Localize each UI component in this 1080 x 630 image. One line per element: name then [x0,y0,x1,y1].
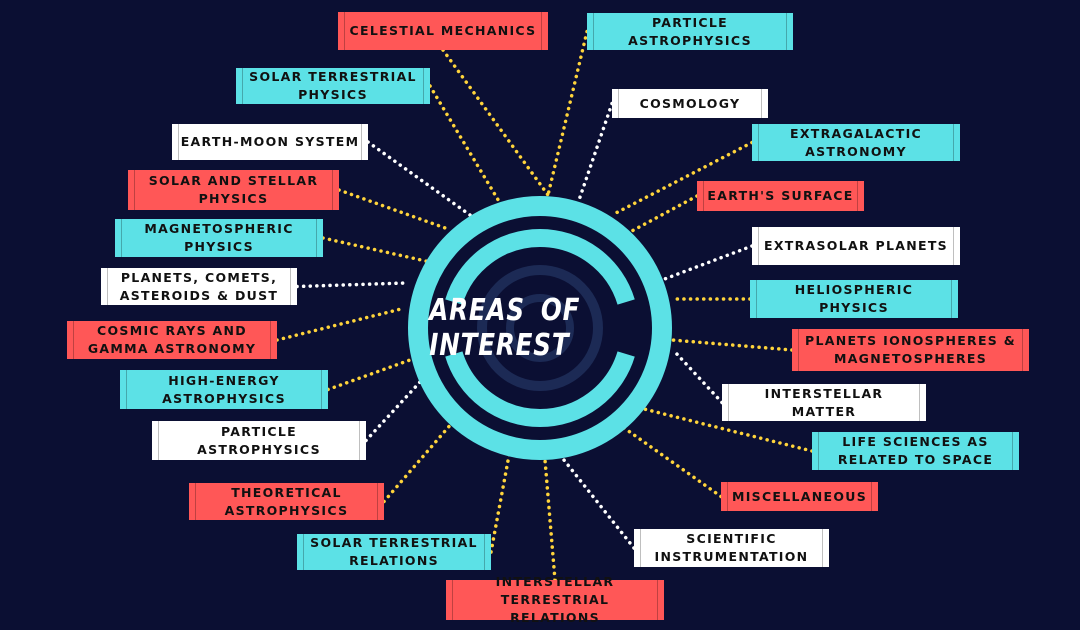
topic-label-text: HELIOSPHERIC PHYSICS [794,282,914,315]
topic-label-text: HIGH-ENERGY ASTROPHYSICS [162,372,286,406]
topic-label-text: EARTH'S SURFACE [707,188,854,203]
topic-label-scientific-instrumentation: SCIENTIFIC INSTRUMENTATION [634,529,829,567]
topic-label-solar-and-stellar-physics: SOLAR AND STELLAR PHYSICS [128,170,339,210]
connector-interstellar-terrestrial-relations [543,458,557,582]
connector-particle-astrophysics-top [546,29,589,197]
connector-solar-terrestrial-physics [428,84,502,205]
topic-label-text: SOLAR TERRESTRIAL PHYSICS [249,69,417,102]
connector-solar-and-stellar-physics [337,188,450,231]
connector-interstellar-matter [673,350,724,405]
topic-label-text: CELESTIAL MECHANICS [349,23,537,38]
connector-solar-terrestrial-relations [489,448,512,554]
diagram-title: AREAS OF INTEREST [429,293,581,363]
topic-label-miscellaneous: MISCELLANEOUS [721,482,878,511]
topic-label-cosmic-rays-gamma-astronomy: COSMIC RAYS AND GAMMA ASTRONOMY [67,321,277,359]
topic-label-text: PARTICLE ASTROPHYSICS [197,423,321,457]
core-ring [506,294,574,362]
topic-label-solar-terrestrial-relations: SOLAR TERRESTRIAL RELATIONS [297,534,491,570]
topic-label-text: THEORETICAL ASTROPHYSICS [224,484,349,518]
connector-earths-surface [628,194,699,234]
topic-label-theoretical-astrophysics: THEORETICAL ASTROPHYSICS [189,483,384,520]
topic-label-high-energy-astrophysics: HIGH-ENERGY ASTROPHYSICS [120,370,328,409]
topic-label-text: PARTICLE ASTROPHYSICS [628,14,752,48]
connector-cosmology [576,101,614,205]
topic-label-text: INTERSTELLAR TERRESTRIAL RELATIONS [495,574,615,625]
topic-label-solar-terrestrial-physics: SOLAR TERRESTRIAL PHYSICS [236,68,430,104]
topic-label-magnetospheric-physics: MAGNETOSPHERIC PHYSICS [115,219,323,257]
connector-lines [275,29,814,582]
topic-label-heliospheric-physics: HELIOSPHERIC PHYSICS [750,280,958,318]
topic-label-text: PLANETS IONOSPHERES & MAGNETOSPHERES [805,333,1016,366]
topic-label-earths-surface: EARTH'S SURFACE [697,181,864,211]
connector-celestial-mechanics [441,48,550,197]
topic-label-interstellar-terrestrial-relations: INTERSTELLAR TERRESTRIAL RELATIONS [446,574,664,625]
topic-label-text: EXTRAGALACTIC ASTRONOMY [790,125,922,159]
connector-magnetospheric-physics [321,236,432,264]
topic-label-extragalactic-astronomy: EXTRAGALACTIC ASTRONOMY [752,124,960,161]
connector-high-energy-astrophysics [326,358,412,392]
middle-ring-segment [445,229,635,305]
topic-label-earth-moon-system: EARTH-MOON SYSTEM [172,124,368,160]
topic-label-text: EXTRASOLAR PLANETS [764,238,948,253]
connector-miscellaneous [618,423,723,499]
topic-label-text: PLANETS, COMETS, ASTEROIDS & DUST [119,269,279,303]
topic-label-text: MAGNETOSPHERIC PHYSICS [144,221,294,254]
topic-label-life-sciences-space: LIFE SCIENCES AS RELATED TO SPACE [812,432,1019,470]
topic-label-text: COSMOLOGY [639,95,741,111]
connector-cosmic-rays-gamma-astronomy [275,306,407,342]
topic-label-text: SOLAR TERRESTRIAL RELATIONS [310,535,478,568]
topic-label-text: EARTH-MOON SYSTEM [180,134,360,149]
topic-label-text: COSMIC RAYS AND GAMMA ASTRONOMY [87,323,257,356]
connector-scientific-instrumentation [558,453,636,550]
topic-label-interstellar-matter: INTERSTELLAR MATTER [722,384,926,421]
connector-particle-astrophysics-bottom [364,380,422,443]
topic-label-planets-ionospheres-magnetospheres: PLANETS IONOSPHERES & MAGNETOSPHERES [792,329,1029,371]
topic-label-text: LIFE SCIENCES AS RELATED TO SPACE [837,434,994,467]
connector-extrasolar-planets [660,244,754,282]
topic-label-planets-comets-asteroids-dust: PLANETS, COMETS, ASTEROIDS & DUST [101,268,297,305]
topic-label-text: MISCELLANEOUS [731,488,868,504]
topic-label-particle-astrophysics-bottom: PARTICLE ASTROPHYSICS [152,421,366,460]
topic-label-text: SCIENTIFIC INSTRUMENTATION [654,531,809,564]
connector-planets-ionospheres-magnetospheres [670,338,794,352]
connector-theoretical-astrophysics [382,406,467,504]
inner-ring [477,265,603,391]
topic-label-cosmology: COSMOLOGY [612,89,768,118]
topic-label-celestial-mechanics: CELESTIAL MECHANICS [338,12,548,50]
topic-label-text: INTERSTELLAR MATTER [764,385,884,419]
middle-ring [445,229,635,427]
target-rings [408,196,672,460]
middle-ring-segment [445,351,635,427]
connector-extragalactic-astronomy [610,140,754,217]
connector-earth-moon-system [366,140,472,217]
topic-label-particle-astrophysics-top: PARTICLE ASTROPHYSICS [587,13,793,50]
connector-planets-comets-asteroids-dust [295,281,407,289]
topic-label-extrasolar-planets: EXTRASOLAR PLANETS [752,227,960,265]
topic-label-text: SOLAR AND STELLAR PHYSICS [148,173,319,206]
outer-ring [408,196,672,460]
